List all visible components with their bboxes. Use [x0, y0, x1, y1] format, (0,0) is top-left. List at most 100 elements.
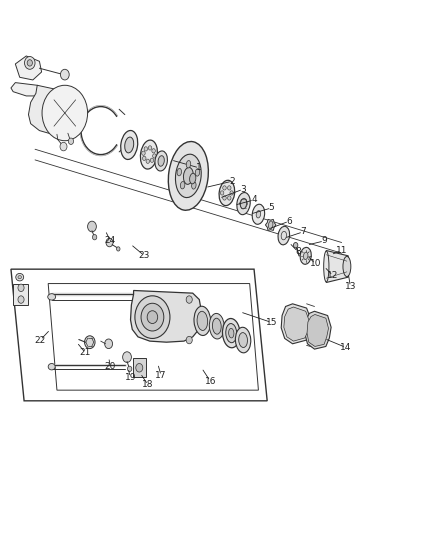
Circle shape	[105, 339, 113, 349]
Ellipse shape	[180, 182, 185, 189]
Ellipse shape	[343, 256, 351, 277]
Text: 13: 13	[345, 282, 356, 291]
Text: 9: 9	[321, 237, 327, 245]
Circle shape	[18, 284, 24, 292]
Text: 11: 11	[336, 246, 347, 255]
Circle shape	[85, 336, 95, 349]
Polygon shape	[305, 311, 331, 349]
Circle shape	[152, 149, 155, 153]
Circle shape	[186, 336, 192, 344]
Circle shape	[60, 69, 69, 80]
Ellipse shape	[240, 198, 247, 209]
Ellipse shape	[195, 169, 200, 176]
Text: 1: 1	[196, 164, 202, 172]
Polygon shape	[265, 220, 276, 230]
Text: 22: 22	[35, 336, 46, 344]
Circle shape	[230, 191, 233, 195]
Polygon shape	[13, 284, 28, 305]
Circle shape	[142, 151, 145, 155]
Polygon shape	[284, 307, 309, 341]
Ellipse shape	[278, 227, 290, 245]
Ellipse shape	[190, 173, 196, 184]
Text: 23: 23	[139, 252, 150, 260]
Circle shape	[18, 296, 24, 303]
Ellipse shape	[48, 294, 56, 300]
Text: 12: 12	[327, 271, 339, 280]
Text: 8: 8	[295, 247, 301, 256]
Text: 18: 18	[142, 381, 154, 389]
Circle shape	[142, 156, 146, 160]
Text: 3: 3	[240, 185, 246, 193]
Ellipse shape	[223, 319, 240, 348]
Circle shape	[127, 366, 132, 372]
Polygon shape	[11, 83, 46, 96]
Ellipse shape	[158, 156, 164, 166]
Circle shape	[293, 243, 298, 248]
Polygon shape	[281, 304, 311, 344]
Text: 14: 14	[340, 343, 352, 352]
Circle shape	[27, 60, 32, 66]
Circle shape	[220, 191, 224, 195]
Text: 10: 10	[310, 260, 321, 268]
Ellipse shape	[155, 151, 167, 171]
Circle shape	[123, 352, 131, 362]
Ellipse shape	[209, 313, 224, 339]
Text: 24: 24	[105, 237, 116, 245]
Circle shape	[60, 142, 67, 151]
Polygon shape	[326, 251, 348, 282]
Ellipse shape	[324, 251, 329, 282]
Text: 15: 15	[266, 318, 277, 327]
Circle shape	[106, 238, 113, 247]
Ellipse shape	[186, 160, 191, 168]
Circle shape	[223, 186, 226, 190]
Ellipse shape	[239, 333, 247, 348]
Text: 6: 6	[286, 217, 292, 225]
Ellipse shape	[268, 221, 273, 229]
Ellipse shape	[177, 168, 181, 176]
Ellipse shape	[168, 142, 208, 210]
Ellipse shape	[197, 311, 208, 330]
Ellipse shape	[229, 328, 234, 338]
Ellipse shape	[176, 154, 201, 198]
Text: 19: 19	[125, 373, 136, 382]
Ellipse shape	[134, 294, 142, 300]
Text: 20: 20	[105, 362, 116, 371]
Circle shape	[144, 147, 148, 151]
Circle shape	[68, 138, 74, 144]
Text: 21: 21	[80, 349, 91, 357]
Circle shape	[136, 364, 143, 372]
Circle shape	[42, 85, 88, 141]
Ellipse shape	[219, 180, 235, 206]
Polygon shape	[307, 314, 328, 346]
Ellipse shape	[304, 252, 308, 260]
Circle shape	[227, 196, 231, 200]
Text: 16: 16	[205, 377, 216, 385]
Text: 7: 7	[300, 228, 306, 236]
Polygon shape	[131, 290, 201, 342]
Ellipse shape	[235, 327, 251, 353]
Ellipse shape	[226, 324, 237, 343]
Ellipse shape	[194, 306, 211, 335]
Circle shape	[146, 159, 149, 163]
Ellipse shape	[300, 247, 311, 264]
Ellipse shape	[125, 137, 134, 153]
Ellipse shape	[192, 182, 196, 189]
Circle shape	[148, 146, 152, 150]
Text: 4: 4	[251, 196, 257, 204]
Ellipse shape	[18, 276, 21, 279]
Ellipse shape	[256, 211, 261, 218]
Circle shape	[92, 235, 97, 240]
Circle shape	[88, 221, 96, 232]
Circle shape	[117, 247, 120, 251]
Circle shape	[135, 296, 170, 338]
Circle shape	[186, 296, 192, 303]
Polygon shape	[15, 56, 42, 80]
Bar	[133, 358, 146, 377]
Circle shape	[150, 158, 154, 163]
Ellipse shape	[237, 192, 250, 215]
Ellipse shape	[252, 204, 265, 224]
Text: 17: 17	[155, 372, 167, 380]
Ellipse shape	[141, 140, 157, 169]
Circle shape	[25, 56, 35, 69]
Ellipse shape	[121, 131, 138, 159]
